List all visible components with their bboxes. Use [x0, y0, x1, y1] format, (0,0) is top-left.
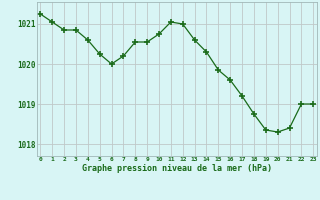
- X-axis label: Graphe pression niveau de la mer (hPa): Graphe pression niveau de la mer (hPa): [82, 164, 272, 173]
